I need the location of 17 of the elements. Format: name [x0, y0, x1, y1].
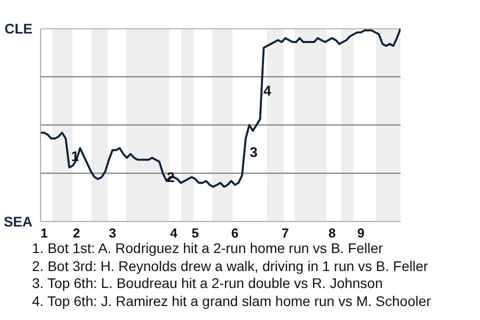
x-tick-label: 8	[328, 226, 336, 240]
x-tick-label: 4	[170, 226, 178, 240]
text: CLE	[4, 20, 32, 36]
x-tick-label: 7	[282, 226, 289, 240]
x-tick-label: 3	[108, 226, 116, 240]
x-tick-label: 2	[72, 226, 80, 240]
text: 4. Top 6th: J. Ramirez hit a grand slam home run vs M. Schooler	[32, 292, 431, 310]
text: 3. Top 6th: L. Boudreau hit a 2-run double vs R. Johnson	[32, 275, 384, 292]
x-tick-label: 5	[192, 226, 199, 240]
x-tick-label: 6	[231, 226, 239, 240]
text: 1. Bot 1st: A. Rodriguez hit a 2-run home run vs B. Feller	[32, 240, 384, 258]
x-tick-label: 9	[357, 226, 365, 240]
text: SEA	[4, 214, 33, 230]
annotation: 4	[263, 82, 272, 98]
x-tick-label: 1	[40, 226, 48, 240]
text: 2. Bot 3rd: H. Reynolds drew a walk, driving in 1 run vs B. Feller	[32, 258, 430, 275]
annotation: 3	[250, 144, 258, 160]
